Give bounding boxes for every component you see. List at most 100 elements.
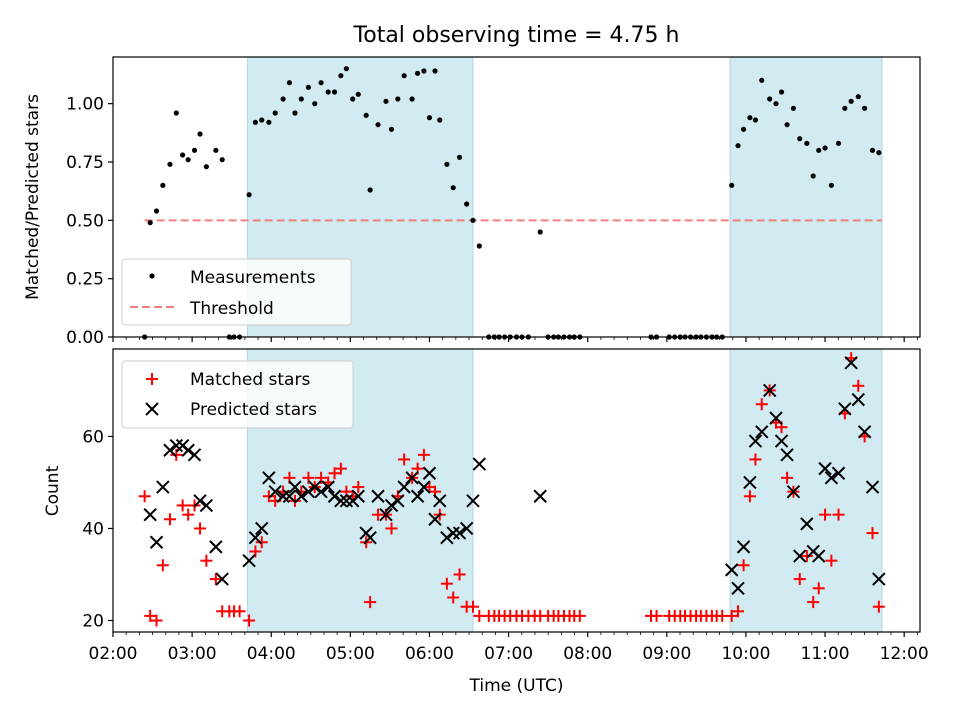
matched-star-marker [807, 596, 820, 609]
legend-measurements-label: Measurements [190, 268, 316, 288]
matched-star-marker [262, 490, 275, 503]
matched-star-marker [447, 591, 460, 604]
predicted-star-marker [865, 480, 880, 494]
top-y-tick-label: 0.00 [66, 328, 104, 348]
measurement-point [740, 126, 747, 132]
measurement-point [876, 150, 882, 156]
predicted-star-marker [156, 480, 170, 494]
predicted-star-marker [422, 466, 437, 480]
top-y-axis-label: Matched/Predicted stars [23, 94, 43, 300]
predicted-star-marker [199, 498, 214, 513]
matched-star-marker [453, 568, 466, 581]
predicted-star-marker [294, 489, 309, 503]
measurement-point [828, 182, 834, 188]
predicted-star-marker [215, 572, 229, 586]
measurement-point [197, 131, 203, 137]
measurement-point [153, 208, 160, 214]
measurement-point [203, 164, 209, 170]
measurement-point [350, 96, 356, 102]
matched-star-marker [233, 605, 246, 618]
matched-star-marker [732, 605, 745, 618]
matched-star-marker [200, 554, 213, 567]
matched-star-marker [194, 522, 207, 535]
measurement-point [456, 154, 463, 160]
measurement-point [292, 110, 298, 116]
matched-star-marker [138, 490, 151, 503]
measurement-point [747, 115, 753, 121]
matched-star-marker [328, 467, 341, 480]
measurement-point [173, 110, 179, 116]
predicted-star-marker [417, 480, 431, 494]
predicted-star-marker [780, 448, 794, 462]
predicted-star-marker [824, 471, 839, 485]
matched-star-marker [819, 508, 832, 521]
predicted-star-marker [762, 383, 777, 398]
measurement-point [185, 157, 191, 163]
measurement-point [167, 161, 173, 167]
top-legend-box [121, 258, 352, 326]
matched-star-marker [176, 499, 189, 512]
predicted-star-marker [452, 526, 467, 540]
predicted-star-marker [872, 572, 886, 586]
predicted-star-marker [743, 475, 757, 490]
predicted-star-marker [786, 484, 801, 499]
top-y-tick-label: 1.00 [66, 95, 104, 115]
predicted-star-marker [149, 535, 164, 549]
measurement-point [797, 136, 803, 142]
measurement-point [325, 89, 331, 95]
chart-title: Total observing time = 4.75 h [353, 23, 680, 48]
measurement-point [729, 182, 735, 188]
top-y-tick-label: 0.75 [66, 153, 104, 173]
predicted-star-marker [748, 434, 763, 448]
predicted-star-marker [268, 484, 282, 499]
bottom-legend-box [121, 360, 354, 429]
matched-star-marker [725, 609, 738, 622]
measurement-point [343, 66, 349, 72]
count-points [138, 352, 886, 627]
x-tick-label: 11:00 [801, 644, 850, 664]
bottom-shaded-interval-1 [729, 348, 883, 633]
predicted-star-marker [288, 480, 302, 494]
predicted-star-marker [818, 461, 832, 476]
x-tick-label: 04:00 [247, 644, 296, 664]
matched-star-marker [852, 379, 865, 392]
measurement-point [338, 73, 344, 79]
matched-star-marker [440, 577, 453, 590]
matched-star-marker [334, 462, 347, 475]
matched-star-marker [417, 448, 430, 461]
panel-ratio: 0.00 0.25 0.50 0.75 1.00 Matched/Predicted s… [23, 56, 921, 348]
measurement-point [476, 243, 482, 249]
predicted-star-marker [440, 530, 454, 545]
x-tick-label: 02:00 [89, 644, 138, 664]
predicted-star-marker [143, 507, 157, 522]
measurement-point [848, 98, 854, 104]
measurement-point [426, 115, 433, 121]
measurement-point [869, 147, 876, 153]
matched-star-marker [255, 536, 268, 549]
predicted-star-marker [800, 517, 814, 531]
matched-star-marker [398, 453, 411, 466]
predicted-star-marker [533, 489, 547, 503]
measurement-point [450, 185, 456, 191]
predicted-star-marker [472, 457, 487, 471]
measurement-point [735, 143, 741, 149]
x-tick-label: 10:00 [721, 644, 770, 664]
measurement-point [855, 94, 861, 100]
predicted-star-marker [755, 425, 769, 439]
measurement-point [395, 96, 401, 102]
measurement-point [383, 98, 389, 104]
measurement-point [355, 91, 361, 97]
measurement-point [219, 157, 225, 163]
predicted-star-marker [433, 494, 447, 508]
predicted-star-marker [857, 425, 872, 439]
legend-measurements-marker [149, 273, 155, 279]
matched-star-marker [825, 554, 838, 567]
predicted-star-marker [181, 443, 195, 457]
predicted-star-marker [163, 443, 177, 457]
predicted-star-marker [169, 438, 184, 453]
measurement-point [363, 112, 369, 118]
measurement-point [280, 96, 286, 102]
matched-star-marker [150, 614, 163, 627]
matched-star-marker [385, 522, 398, 535]
